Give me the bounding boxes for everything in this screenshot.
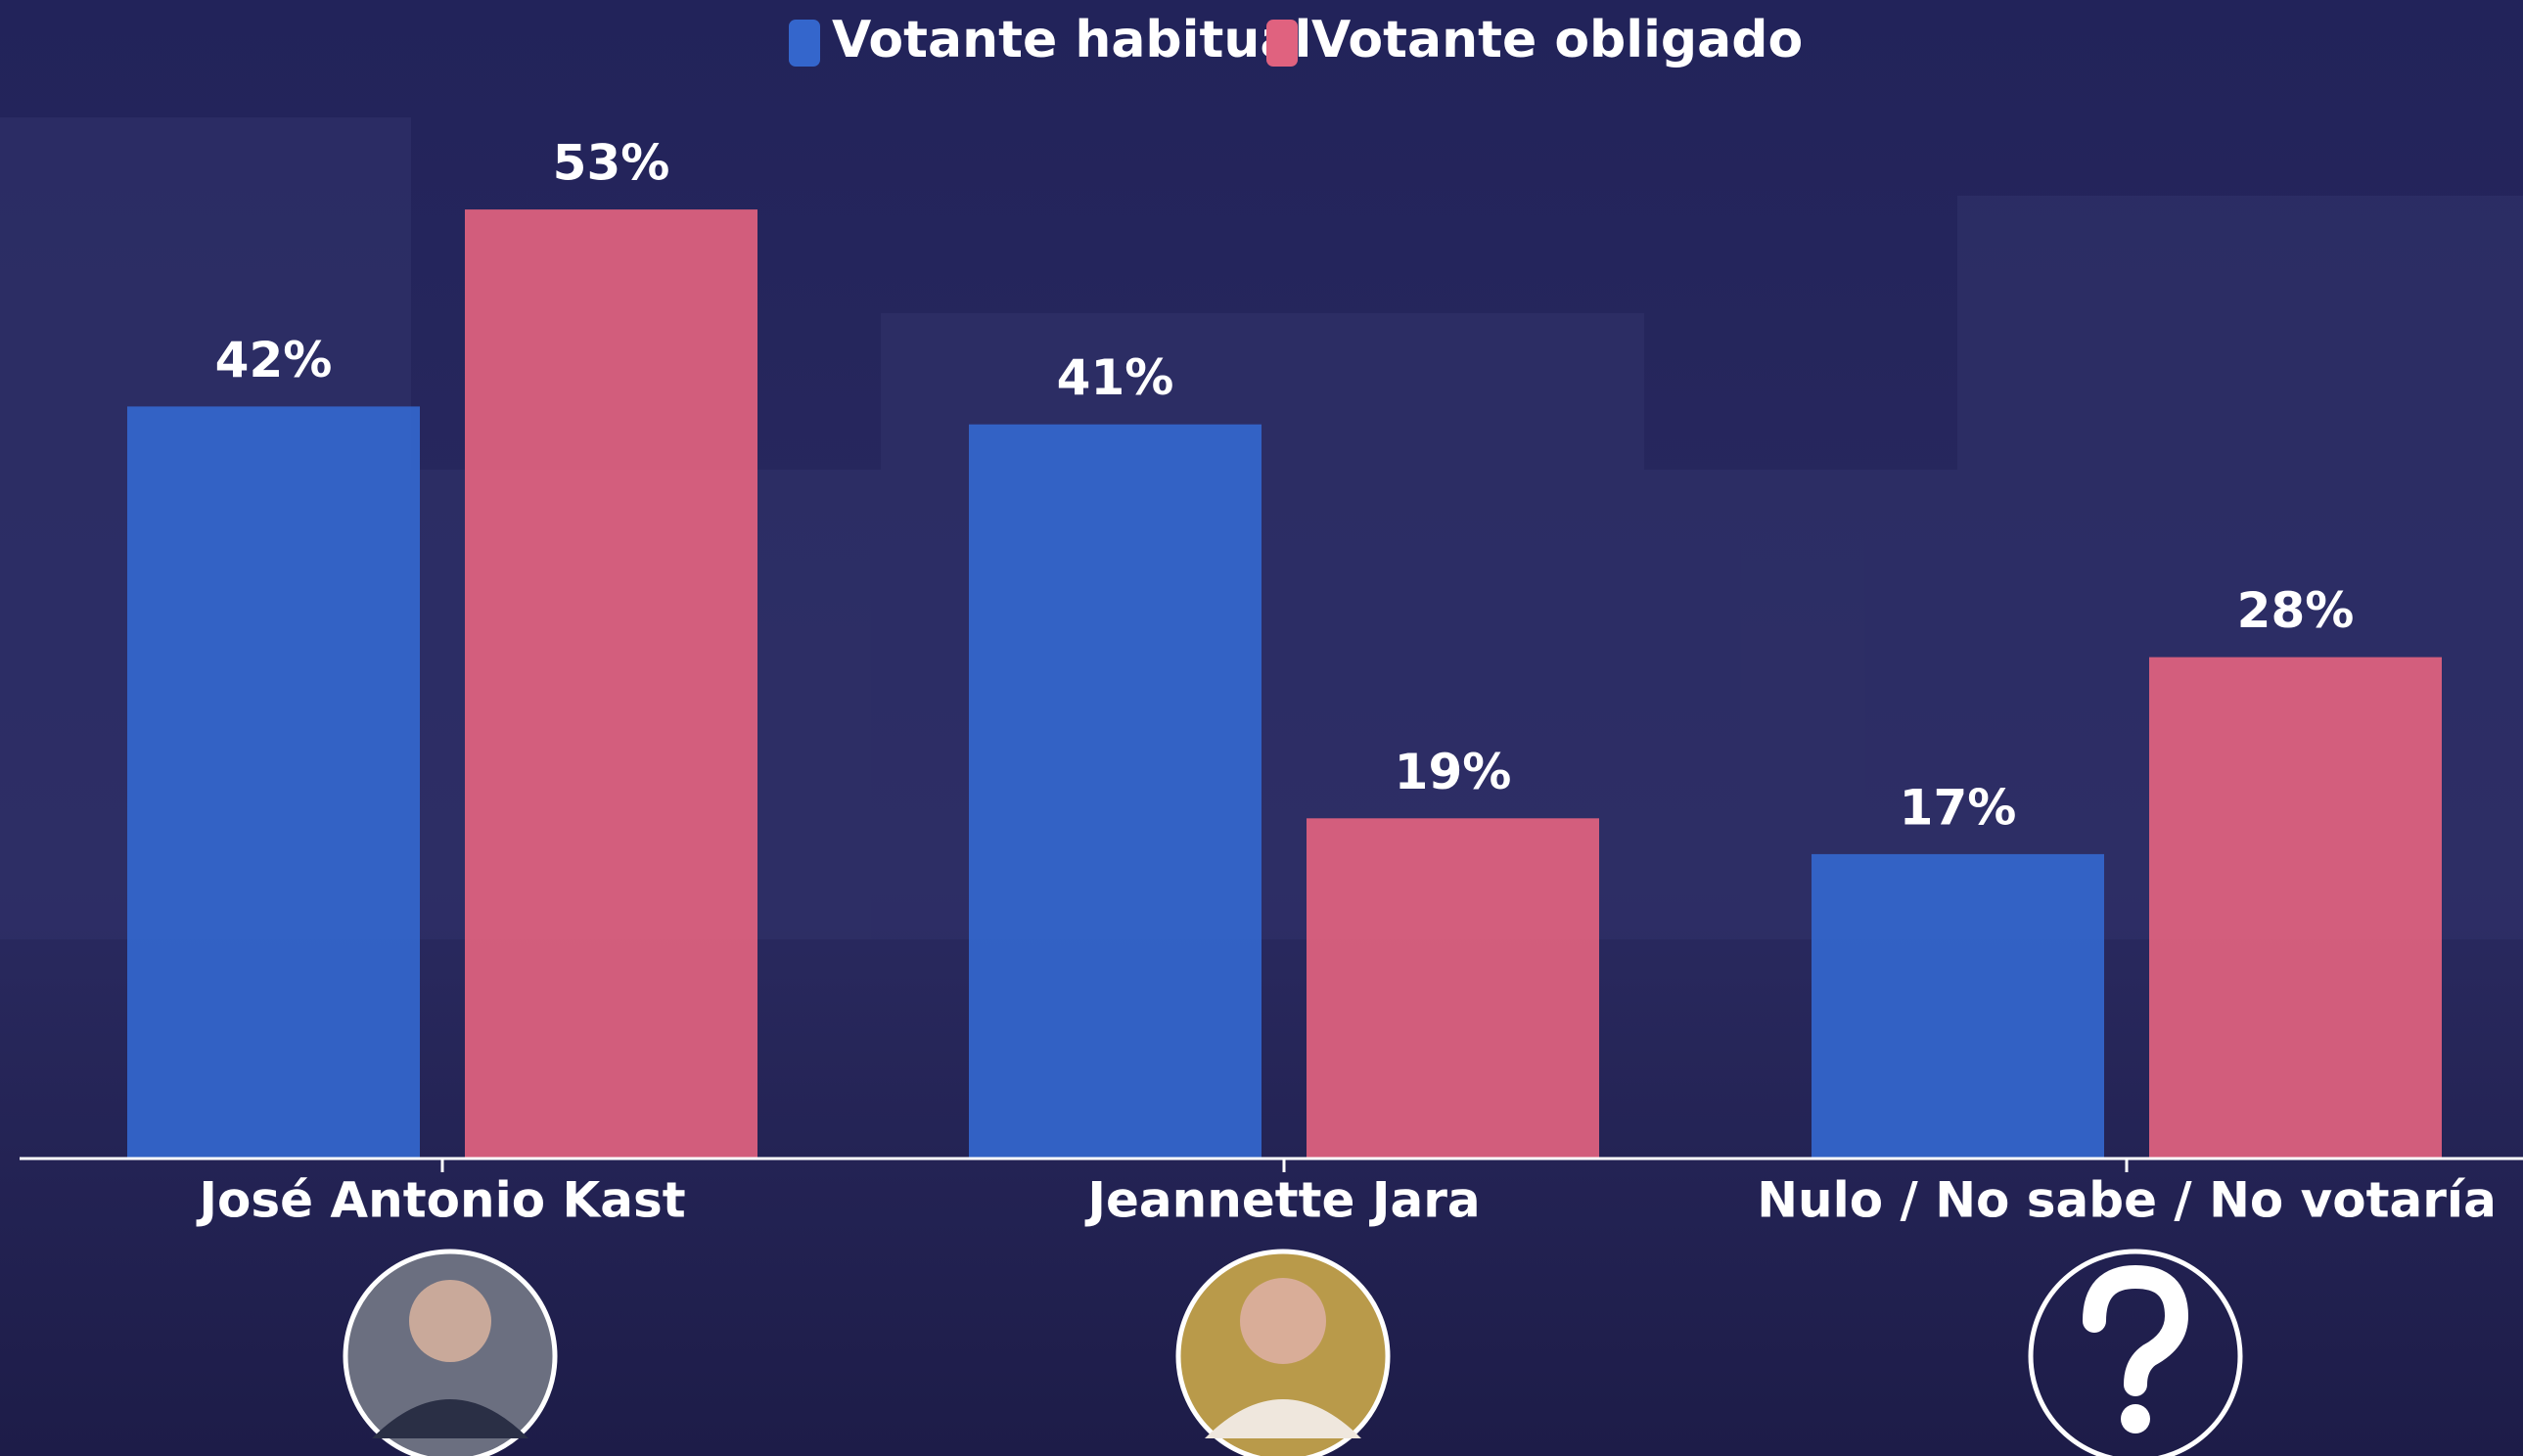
value-label: 41%: [1057, 349, 1174, 406]
legend-swatch: [1266, 20, 1298, 67]
bar: [465, 209, 757, 1160]
value-label: 19%: [1395, 744, 1512, 800]
x-tick-label: Jeannette Jara: [1084, 1172, 1480, 1229]
legend-swatch: [789, 20, 820, 67]
question-icon: [2028, 1249, 2243, 1456]
legend-label: Votante obligado: [1311, 11, 1803, 69]
bar: [1307, 818, 1599, 1159]
avatar: [343, 1249, 558, 1456]
avatars: [343, 1249, 2243, 1456]
value-label: 17%: [1900, 779, 2017, 836]
value-label: 42%: [215, 332, 333, 388]
legend-label: Votante habitual: [832, 11, 1311, 69]
bar: [1812, 853, 2104, 1159]
value-label: 28%: [2237, 582, 2355, 639]
bar: [127, 406, 420, 1159]
value-label: 53%: [553, 135, 670, 192]
x-tick-label: Nulo / No sabe / No votaría: [1757, 1172, 2497, 1229]
bar: [969, 424, 1262, 1159]
bar: [2149, 657, 2442, 1159]
x-tick-label: José Antonio Kast: [196, 1172, 685, 1229]
avatar: [1175, 1249, 1391, 1456]
